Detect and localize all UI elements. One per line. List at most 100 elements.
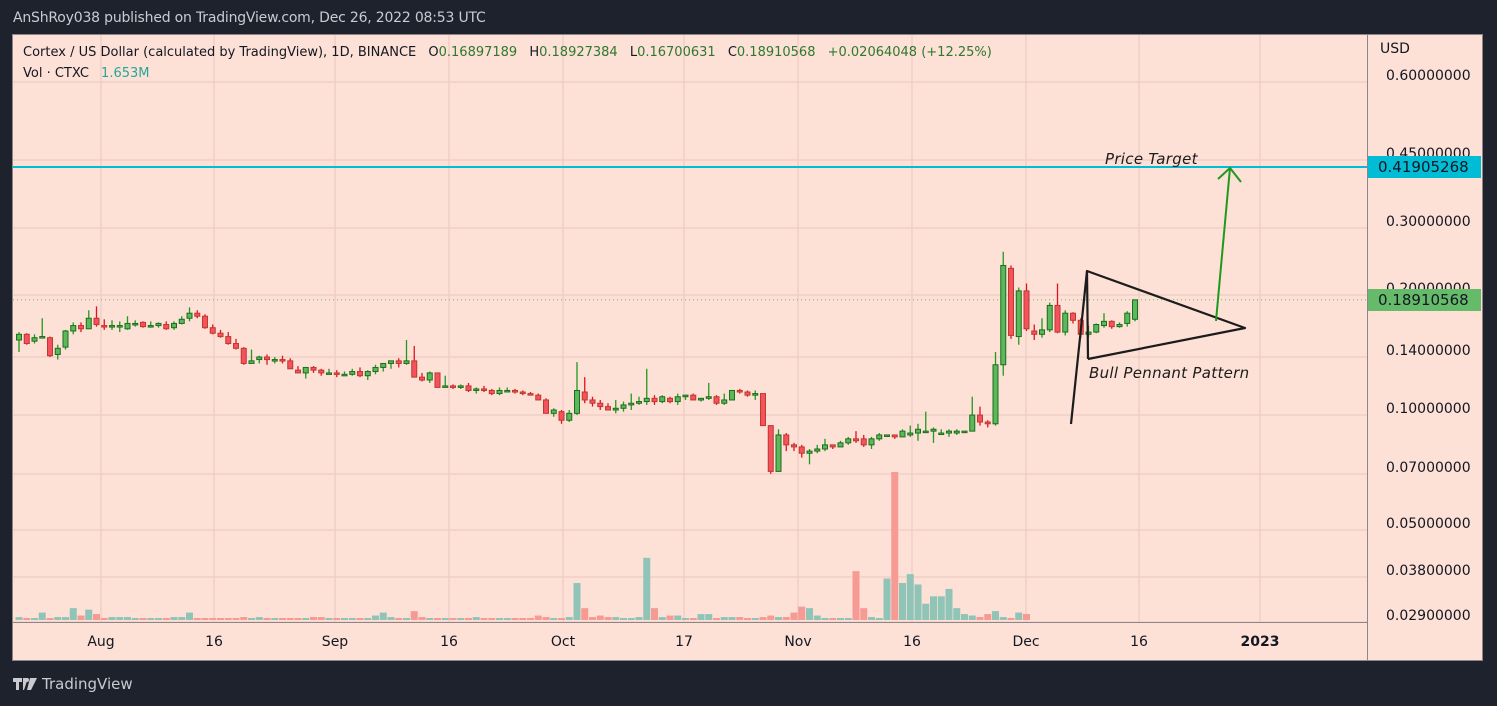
candle (23, 333, 30, 345)
price-tick-label: 0.02900000 (1386, 608, 1471, 624)
candle (829, 444, 836, 449)
candle (566, 410, 573, 423)
open-label: O (428, 45, 439, 60)
candle (907, 425, 914, 437)
candle (481, 385, 487, 393)
candle (643, 368, 650, 405)
candle (326, 368, 332, 375)
candle (186, 307, 193, 322)
candle (806, 448, 813, 465)
candle (1031, 324, 1038, 341)
candle (1062, 310, 1069, 336)
candle (519, 390, 526, 396)
candle (349, 368, 356, 376)
chart-plot-area[interactable]: Price Target Bull Pennant Pattern (13, 35, 1367, 622)
candle (16, 332, 22, 352)
candle (1093, 323, 1100, 334)
candle (1000, 251, 1007, 376)
candle (411, 345, 418, 378)
time-tick-label: 2023 (1240, 634, 1280, 650)
candle (70, 322, 77, 335)
candle (760, 393, 766, 427)
price-tick-label: 0.10000000 (1386, 401, 1471, 417)
candle (891, 434, 898, 439)
candle (450, 384, 456, 389)
candle (798, 444, 805, 458)
candle (240, 347, 247, 365)
candle (178, 316, 185, 325)
candle (140, 321, 146, 328)
price-target-tag: 0.41905268 (1368, 155, 1481, 178)
candle (791, 442, 797, 452)
close-value: 0.18910568 (736, 45, 816, 60)
candle (721, 393, 728, 405)
candle (419, 372, 425, 382)
candle (194, 310, 201, 319)
candle (1008, 265, 1014, 339)
candle (78, 322, 84, 333)
candle (589, 396, 596, 407)
time-tick-label: 17 (675, 634, 693, 650)
candle (899, 429, 906, 438)
candle (31, 334, 38, 344)
candle (54, 344, 61, 360)
price-tick-label: 0.14000000 (1386, 343, 1471, 359)
candle (667, 396, 673, 404)
price-tick-label: 0.07000000 (1386, 460, 1471, 476)
low-value: 0.16700631 (637, 45, 716, 60)
candle (1070, 312, 1076, 324)
candle (946, 429, 952, 437)
candle (527, 392, 534, 396)
candle (984, 420, 991, 428)
candle (1015, 287, 1022, 345)
time-tick-label: Oct (550, 634, 576, 650)
candle (953, 429, 960, 435)
candle (597, 399, 604, 410)
candle (605, 403, 611, 411)
candle (465, 382, 472, 393)
candle (264, 354, 270, 365)
candle (341, 371, 348, 377)
candle (47, 336, 53, 357)
candle (1039, 318, 1045, 338)
candle (364, 370, 371, 381)
candle (705, 382, 712, 400)
candle (814, 444, 821, 454)
candle (713, 395, 720, 405)
volume-label[interactable]: Vol · CTXC (23, 66, 89, 81)
symbol-title[interactable]: Cortex / US Dollar (calculated by Tradin… (23, 45, 417, 60)
time-axis[interactable]: Aug 16 Sep 16 Oct 17 Nov 16 Dec 16 2023 (13, 622, 1367, 661)
candle (209, 324, 216, 335)
candle (1132, 299, 1138, 322)
candle (674, 393, 681, 405)
currency-label: USD (1380, 41, 1410, 57)
candlestick-chart (13, 35, 1367, 622)
high-label: H (529, 45, 540, 60)
candle (155, 322, 162, 328)
price-axis[interactable]: USD 0.02900000 0.03800000 0.05000000 0.0700… (1367, 35, 1483, 660)
candle (837, 440, 844, 448)
candle (543, 398, 549, 414)
volume-row: Vol · CTXC 1.653M (23, 66, 992, 87)
candle (558, 410, 565, 424)
candle (1116, 322, 1123, 328)
candle (930, 427, 937, 443)
candle (961, 430, 968, 434)
candle (225, 332, 232, 345)
price-tick-label: 0.03800000 (1386, 563, 1471, 579)
candle (915, 423, 921, 441)
chart-frame (12, 34, 1483, 661)
volume-value: 1.653M (101, 66, 150, 81)
candle (302, 366, 309, 379)
candle (473, 387, 480, 394)
candle (380, 362, 387, 372)
candle (845, 436, 852, 445)
time-tick-label: Sep (321, 634, 349, 650)
time-tick-label: Dec (1012, 634, 1040, 650)
ohlc-row: Cortex / US Dollar (calculated by Tradin… (23, 45, 992, 66)
tradingview-brand[interactable]: TradingView (13, 675, 133, 693)
candle (744, 390, 751, 397)
candle (85, 310, 92, 330)
candle (1054, 283, 1061, 334)
candle (372, 364, 379, 375)
